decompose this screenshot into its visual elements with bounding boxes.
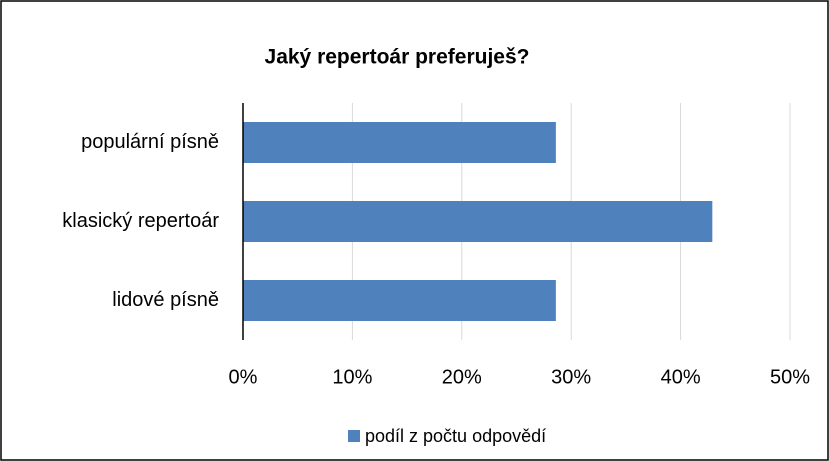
x-tick-label: 20% (442, 366, 482, 388)
legend-label: podíl z počtu odpovědí (365, 426, 546, 446)
chart-title: Jaký repertoár preferuješ? (265, 46, 530, 69)
bar (243, 201, 713, 242)
x-tick-label: 40% (661, 366, 701, 388)
x-tick-label: 10% (332, 366, 372, 388)
x-tick-label: 50% (770, 366, 810, 388)
y-tick-label: lidové písně (112, 289, 219, 311)
bar (243, 280, 556, 321)
x-tick-label: 30% (551, 366, 591, 388)
bar (243, 122, 556, 163)
legend-swatch (348, 430, 360, 442)
y-tick-label: klasický repertoár (62, 210, 219, 232)
y-tick-label: populární písně (81, 131, 219, 153)
x-tick-label: 0% (229, 366, 258, 388)
